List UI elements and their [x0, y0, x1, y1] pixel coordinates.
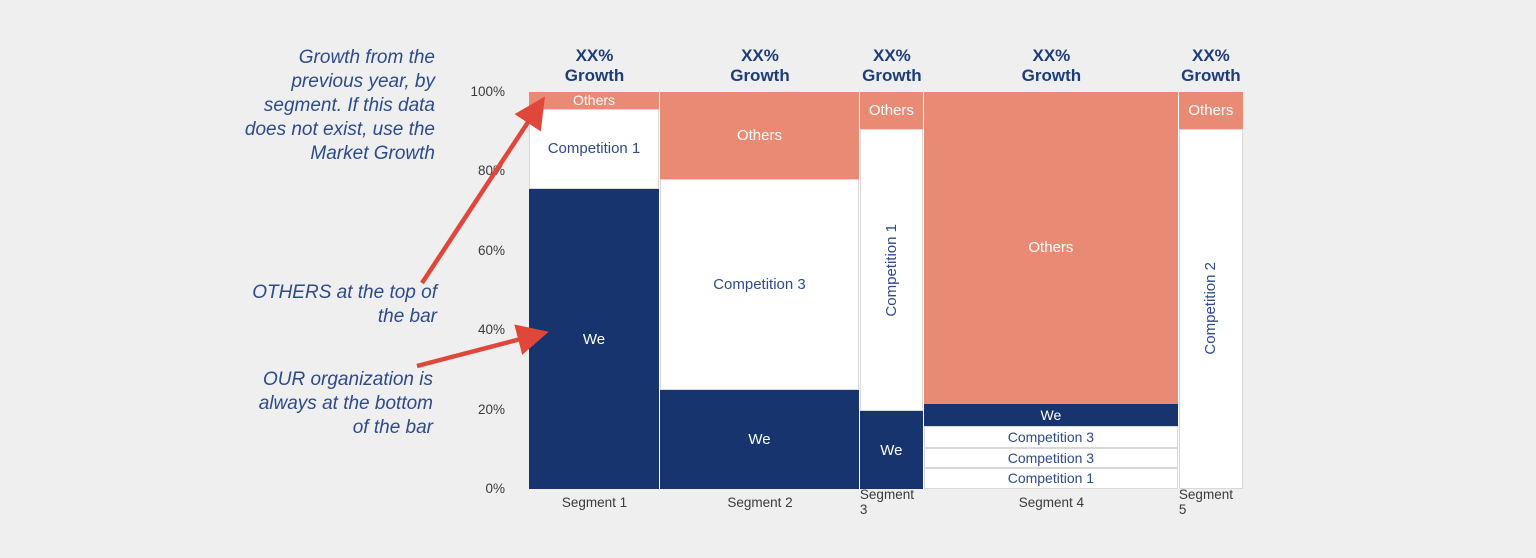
block-label-competition-2: Competition 2	[1202, 262, 1220, 356]
block-segment-5-others: Others	[1178, 92, 1243, 129]
y-tick-40: 40%	[477, 322, 505, 338]
block-label-others: Others	[868, 102, 914, 120]
block-segment-3-others: Others	[859, 92, 923, 130]
x-label-segment-1: Segment 1	[561, 494, 628, 510]
bar-row: Others Competition 1 We Others Competition 3…	[529, 92, 1243, 489]
block-label-competition-3: Competition 3	[1007, 449, 1095, 466]
block-segment-2-others: Others	[660, 92, 859, 179]
growth-header-segment-2: XX% Growth	[730, 46, 790, 85]
y-axis: 0% 20% 40% 60% 80% 100%	[430, 84, 515, 496]
growth-header-segment-4: XX% Growth	[1021, 46, 1082, 85]
block-segment-5-competition-2: Competition 2	[1178, 128, 1243, 489]
y-tick-100: 100%	[470, 84, 505, 99]
block-segment-2-competition-3: Competition 3	[660, 178, 859, 390]
bar-segment-2: Others Competition 3 We	[660, 92, 860, 489]
bar-segment-5: Others Competition 2	[1178, 92, 1243, 489]
growth-header-row: XX% Growth XX% Growth XX% Growth XX% Growth…	[529, 38, 1243, 92]
block-label-others: Others	[736, 126, 782, 144]
block-segment-1-we: We	[529, 189, 660, 489]
block-label-competition-3: Competition 3	[713, 275, 806, 293]
block-segment-4-competition-3: Competition 3	[923, 447, 1178, 468]
x-label-segment-2: Segment 2	[727, 494, 793, 510]
growth-header-segment-5: XX% Growth	[1181, 46, 1241, 85]
annotation-we-note: OUR organization is always at the bottom…	[258, 369, 433, 438]
block-label-others: Others	[1188, 101, 1234, 119]
mekko-chart: XX% Growth XX% Growth XX% Growth XX% Growth…	[529, 38, 1243, 517]
block-label-we: We	[748, 430, 771, 448]
block-label-we: We	[582, 330, 606, 348]
y-tick-20: 20%	[477, 401, 505, 417]
bar-segment-4: Others We Competition 3 Competition 3 Compet…	[923, 92, 1179, 489]
block-segment-1-others: Others	[529, 92, 660, 109]
block-label-others: Others	[1028, 239, 1074, 257]
block-label-competition-3: Competition 3	[1007, 428, 1095, 445]
block-label-we: We	[1040, 406, 1062, 423]
block-segment-3-we: We	[859, 411, 923, 489]
y-tick-80: 80%	[477, 163, 505, 179]
block-segment-4-competition-3: Competition 3	[923, 426, 1178, 448]
block-label-others: Others	[573, 92, 616, 109]
block-label-competition-1: Competition 1	[547, 140, 641, 158]
x-label-segment-5: Segment 5	[1178, 487, 1233, 517]
growth-header-segment-1: XX% Growth	[564, 46, 625, 85]
annotation-growth-note: Growth from the previous year, by segmen…	[244, 47, 435, 164]
block-segment-4-competition-1: Competition 1	[923, 467, 1178, 489]
block-segment-3-competition-1: Competition 1	[859, 129, 923, 412]
segment-label-row: Segment 1 Segment 2 Segment 3 Segment 4 Segm…	[529, 487, 1243, 517]
y-tick-0: 0%	[485, 481, 505, 496]
block-segment-4-we: We	[923, 403, 1178, 427]
block-label-we: We	[880, 441, 903, 459]
block-segment-2-we: We	[660, 389, 859, 489]
bar-segment-1: Others Competition 1 We	[529, 92, 661, 489]
x-label-segment-3: Segment 3	[859, 487, 914, 517]
annotation-others-note: OTHERS at the top of the bar	[252, 282, 437, 327]
bar-segment-3: Others Competition 1 We	[859, 92, 924, 489]
block-segment-1-competition-1: Competition 1	[529, 108, 660, 190]
x-label-segment-4: Segment 4	[1018, 494, 1085, 510]
y-tick-60: 60%	[477, 242, 505, 258]
block-segment-4-others: Others	[923, 92, 1178, 404]
block-label-competition-1: Competition 1	[882, 223, 900, 317]
growth-header-segment-3: XX% Growth	[862, 46, 922, 85]
block-label-competition-1: Competition 1	[1007, 470, 1095, 487]
